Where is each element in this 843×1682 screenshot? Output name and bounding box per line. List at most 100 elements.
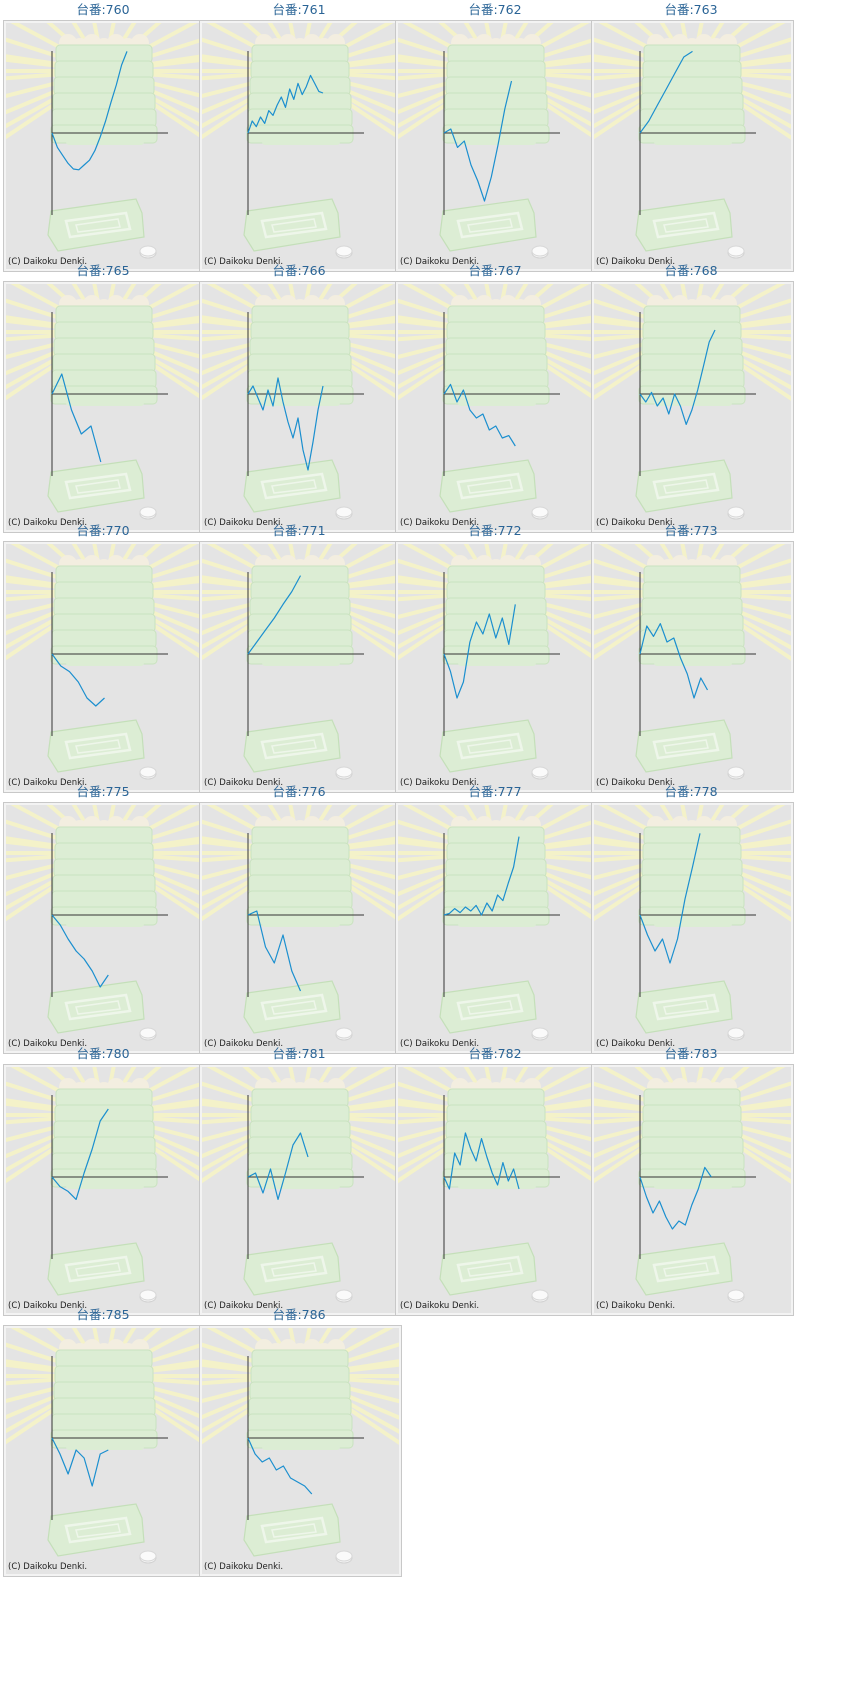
chart-title[interactable]: 台番:766 [272, 263, 326, 278]
series-line [247, 377, 324, 471]
chart-title[interactable]: 台番:778 [664, 784, 718, 799]
copyright-text: (C) Daikoku Denki. [596, 1039, 676, 1049]
chart-title[interactable]: 台番:777 [468, 784, 522, 799]
chart-frame: (C) Daikoku Denki. [199, 541, 402, 793]
chart-title[interactable]: 台番:776 [272, 784, 326, 799]
chart-frame: (C) Daikoku Denki. [3, 541, 206, 793]
chart-title[interactable]: 台番:768 [664, 263, 718, 278]
watermark-graphic [202, 1328, 399, 1574]
chart-panel: 台番:760 (C) Daikoku Denki. [0, 0, 206, 272]
watermark-graphic [594, 805, 791, 1051]
chart-panel: 台番:772 (C) Daikoku Denki. [392, 521, 598, 793]
series-line [247, 910, 302, 992]
series-line [639, 1166, 712, 1230]
chart-title[interactable]: 台番:760 [76, 2, 130, 17]
watermark-graphic [594, 1067, 791, 1313]
chart-frame: (C) Daikoku Denki. [591, 20, 794, 272]
series-line [247, 575, 302, 655]
chart-title[interactable]: 台番:775 [76, 784, 130, 799]
chart-svg [6, 284, 203, 530]
copyright-text: (C) Daikoku Denki. [596, 1301, 676, 1311]
copyright-text: (C) Daikoku Denki. [400, 1039, 480, 1049]
copyright-text: (C) Daikoku Denki. [204, 1562, 284, 1572]
chart-svg [202, 1067, 399, 1313]
chart-title[interactable]: 台番:765 [76, 263, 130, 278]
chart-panel: 台番:778 (C) Daikoku Denki. [588, 782, 794, 1054]
series-line [639, 622, 709, 699]
chart-title[interactable]: 台番:761 [272, 2, 326, 17]
chart-title[interactable]: 台番:786 [272, 1307, 326, 1322]
chart-svg [202, 1328, 399, 1574]
series-line [639, 329, 716, 425]
series-line [51, 51, 128, 171]
chart-title[interactable]: 台番:773 [664, 523, 718, 538]
copyright-text: (C) Daikoku Denki. [8, 257, 88, 267]
chart-title[interactable]: 台番:763 [664, 2, 718, 17]
series-line [51, 1437, 109, 1487]
watermark-graphic [6, 544, 203, 790]
chart-frame: (C) Daikoku Denki. [3, 1064, 206, 1316]
chart-frame: (C) Daikoku Denki. [591, 802, 794, 1054]
series-line [443, 836, 520, 916]
chart-svg [202, 805, 399, 1051]
chart-frame: (C) Daikoku Denki. [395, 281, 598, 533]
chart-svg [594, 23, 791, 269]
chart-title[interactable]: 台番:782 [468, 1046, 522, 1061]
chart-frame: (C) Daikoku Denki. [591, 541, 794, 793]
copyright-text: (C) Daikoku Denki. [400, 518, 480, 528]
chart-title[interactable]: 台番:781 [272, 1046, 326, 1061]
chart-frame: (C) Daikoku Denki. [3, 802, 206, 1054]
chart-svg [202, 544, 399, 790]
watermark-graphic [202, 1067, 399, 1313]
chart-frame: (C) Daikoku Denki. [199, 20, 402, 272]
chart-title[interactable]: 台番:780 [76, 1046, 130, 1061]
chart-panel: 台番:782 (C) Daikoku Denki. [392, 1044, 598, 1316]
watermark-graphic [398, 805, 595, 1051]
series-line [443, 1132, 520, 1190]
chart-panel: 台番:770 (C) Daikoku Denki. [0, 521, 206, 793]
chart-panel: 台番:765 (C) Daikoku Denki. [0, 261, 206, 533]
chart-frame: (C) Daikoku Denki. [199, 802, 402, 1054]
series-line [639, 833, 701, 964]
copyright-text: (C) Daikoku Denki. [8, 518, 88, 528]
chart-svg [202, 23, 399, 269]
chart-panel: 台番:766 (C) Daikoku Denki. [196, 261, 402, 533]
series-line [51, 1108, 109, 1200]
copyright-text: (C) Daikoku Denki. [596, 778, 676, 788]
chart-title[interactable]: 台番:770 [76, 523, 130, 538]
chart-title[interactable]: 台番:771 [272, 523, 326, 538]
chart-panel: 台番:785 (C) Daikoku Denki. [0, 1305, 206, 1577]
chart-svg [594, 1067, 791, 1313]
chart-title[interactable]: 台番:783 [664, 1046, 718, 1061]
chart-svg [398, 805, 595, 1051]
chart-title[interactable]: 台番:785 [76, 1307, 130, 1322]
chart-frame: (C) Daikoku Denki. [199, 1325, 402, 1577]
chart-frame: (C) Daikoku Denki. [3, 20, 206, 272]
copyright-text: (C) Daikoku Denki. [204, 257, 284, 267]
chart-panel: 台番:783 (C) Daikoku Denki. [588, 1044, 794, 1316]
series-line [51, 653, 105, 707]
chart-title[interactable]: 台番:772 [468, 523, 522, 538]
chart-frame: (C) Daikoku Denki. [591, 281, 794, 533]
copyright-text: (C) Daikoku Denki. [400, 778, 480, 788]
watermark-graphic [594, 23, 791, 269]
watermark-graphic [202, 284, 399, 530]
chart-title[interactable]: 台番:762 [468, 2, 522, 17]
chart-panel: 台番:773 (C) Daikoku Denki. [588, 521, 794, 793]
chart-panel: 台番:776 (C) Daikoku Denki. [196, 782, 402, 1054]
copyright-text: (C) Daikoku Denki. [400, 257, 480, 267]
watermark-graphic [6, 23, 203, 269]
chart-panel: 台番:768 (C) Daikoku Denki. [588, 261, 794, 533]
watermark-graphic [202, 544, 399, 790]
watermark-graphic [6, 1067, 203, 1313]
chart-panel: 台番:780 (C) Daikoku Denki. [0, 1044, 206, 1316]
chart-title[interactable]: 台番:767 [468, 263, 522, 278]
watermark-graphic [398, 1067, 595, 1313]
watermark-graphic [202, 23, 399, 269]
series-line [51, 373, 102, 463]
copyright-text: (C) Daikoku Denki. [596, 257, 676, 267]
watermark-graphic [398, 544, 595, 790]
chart-panel: 台番:761 (C) Daikoku Denki. [196, 0, 402, 272]
chart-frame: (C) Daikoku Denki. [3, 281, 206, 533]
chart-frame: (C) Daikoku Denki. [395, 541, 598, 793]
